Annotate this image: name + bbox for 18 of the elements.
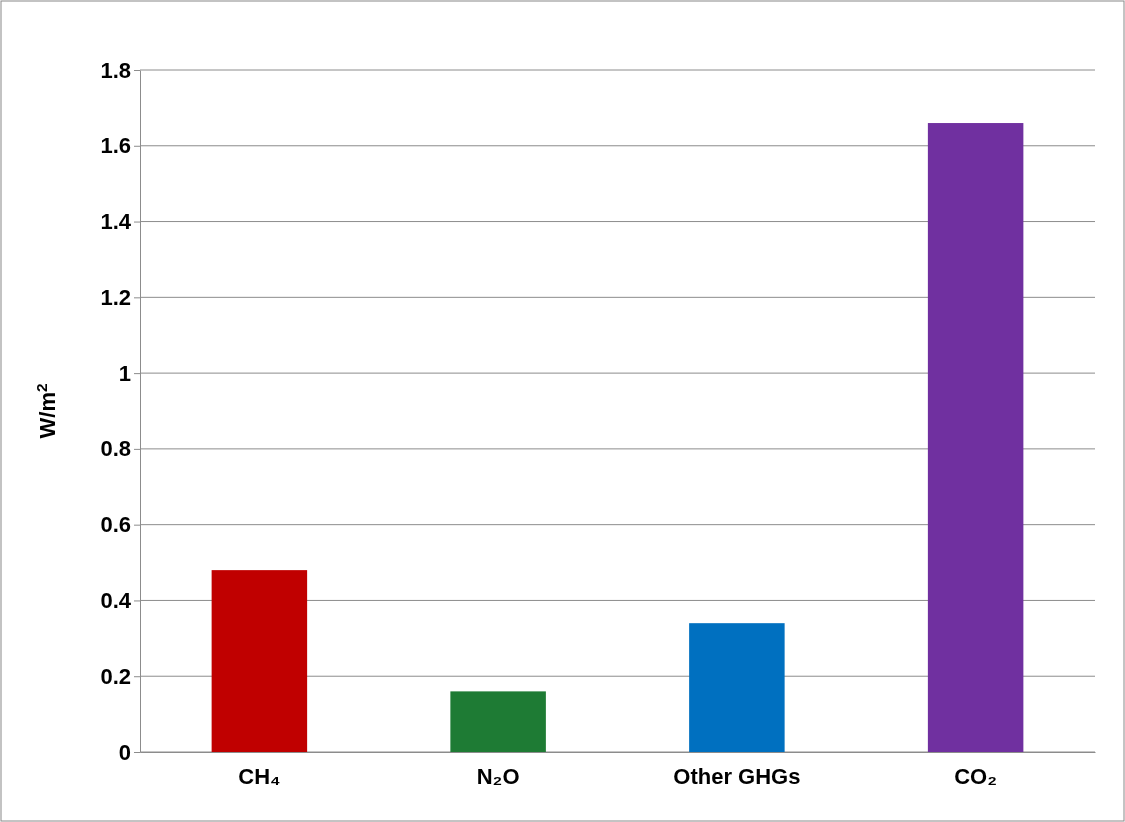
y-tick-label: 0	[118, 739, 131, 765]
y-tick-label: 0.8	[100, 436, 131, 462]
bar	[927, 123, 1024, 752]
bar	[689, 623, 785, 752]
x-tick-label: Other GHGs	[673, 763, 801, 789]
y-tick-label: 0.6	[100, 512, 131, 538]
bar	[450, 691, 546, 752]
bar	[211, 570, 308, 752]
y-tick-label: 1	[118, 360, 131, 386]
y-tick-label: 0.4	[100, 587, 132, 613]
x-tick-label: CO₂	[954, 763, 998, 789]
y-tick-label: 1.8	[100, 57, 131, 83]
y-tick-label: 1.2	[100, 284, 131, 310]
y-tick-label: 0.2	[100, 663, 131, 689]
x-tick-label: CH₄	[238, 763, 281, 789]
x-tick-label: N₂O	[476, 763, 520, 789]
y-tick-label: 1.6	[100, 133, 131, 159]
y-tick-label: 1.4	[100, 209, 132, 235]
